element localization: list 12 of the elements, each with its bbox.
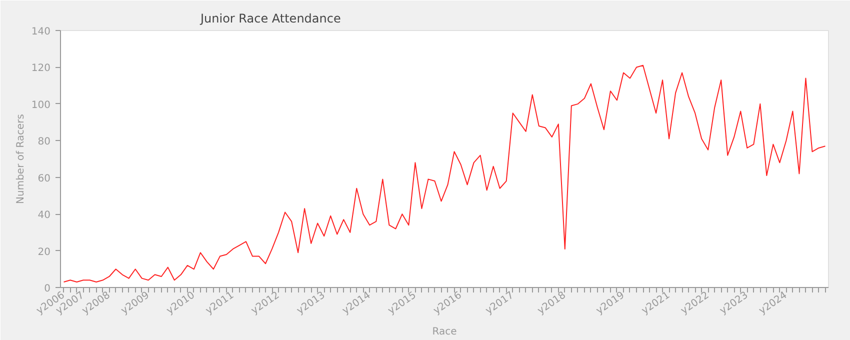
y-axis-title: Number of Racers <box>15 114 26 204</box>
y-tick-label: 20 <box>38 246 51 258</box>
chart-title: Junior Race Attendance <box>200 12 341 26</box>
line-series <box>63 64 826 282</box>
y-tick-label: 0 <box>44 284 51 294</box>
x-axis-title: Race <box>432 326 457 338</box>
y-tick-label: 80 <box>38 136 51 148</box>
y-tick-label: 100 <box>31 100 51 111</box>
y-tick-label: 120 <box>31 63 51 74</box>
y-tick-label: 40 <box>38 210 51 222</box>
y-tick-label: 60 <box>38 173 51 184</box>
y-tick-label: 140 <box>31 26 51 38</box>
